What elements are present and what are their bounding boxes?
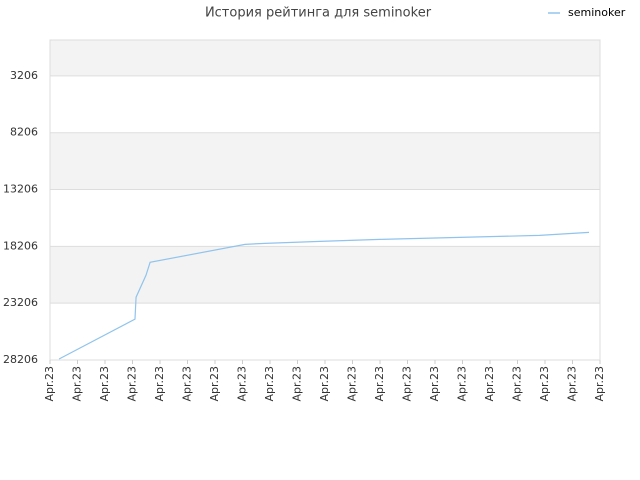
legend-label: seminoker: [568, 6, 626, 19]
line-series: [58, 231, 590, 360]
y-tick-label: 18206: [3, 239, 38, 252]
x-tick-label: Apr.23: [456, 366, 469, 402]
plot-band: [50, 40, 600, 76]
x-tick-label: Apr.23: [373, 366, 386, 402]
x-tick-label: Apr.23: [263, 366, 276, 402]
x-tick-label: Apr.23: [98, 366, 111, 402]
x-tick-label: Apr.23: [483, 366, 496, 402]
x-tick-label: Apr.23: [538, 366, 551, 402]
y-tick-label: 28206: [3, 353, 38, 366]
x-tick-label: Apr.23: [181, 366, 194, 402]
x-tick-label: Apr.23: [236, 366, 249, 402]
x-tick-label: Apr.23: [208, 366, 221, 402]
y-tick-label: 13206: [3, 183, 38, 196]
x-tick-label: Apr.23: [43, 366, 56, 402]
x-tick-label: Apr.23: [153, 366, 166, 402]
x-tick-label: Apr.23: [126, 366, 139, 402]
x-tick-label: Apr.23: [291, 366, 304, 402]
x-tick-label: Apr.23: [401, 366, 414, 402]
x-tick-label: Apr.23: [318, 366, 331, 402]
x-tick-label: Apr.23: [511, 366, 524, 402]
plot-band: [50, 75, 600, 133]
x-tick-label: Apr.23: [593, 366, 606, 402]
chart-title: История рейтинга для seminoker: [205, 6, 432, 21]
plot-band: [50, 189, 600, 247]
x-tick-label: Apr.23: [71, 366, 84, 402]
plot-band: [50, 303, 600, 360]
plot-band: [50, 132, 600, 190]
y-tick-label: 3206: [10, 69, 38, 82]
x-tick-label: Apr.23: [428, 366, 441, 402]
y-tick-label: 23206: [3, 296, 38, 309]
y-tick-label: 8206: [10, 126, 38, 139]
plot-band: [50, 246, 600, 304]
x-tick-label: Apr.23: [566, 366, 579, 402]
x-tick-label: Apr.23: [346, 366, 359, 402]
